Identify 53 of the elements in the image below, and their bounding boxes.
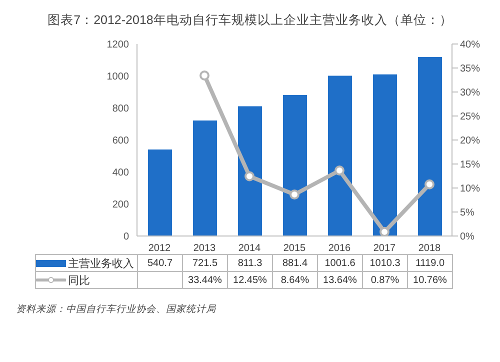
bar <box>193 120 217 236</box>
y2-tick-label: 35% <box>460 64 480 75</box>
data-label: 8.64% <box>272 272 318 288</box>
point <box>290 190 300 200</box>
point <box>244 171 254 182</box>
bar <box>418 56 442 236</box>
legend-label: 主营业务收入 <box>36 254 138 272</box>
bar <box>283 94 307 236</box>
chart-title: 图表7：2012-2018年电动自行车规模以上企业主营业务收入（单位：） <box>46 12 454 29</box>
point <box>200 70 210 80</box>
x-tick-label: 2016 <box>328 243 352 254</box>
y2-tick-label: 15% <box>460 160 480 171</box>
y-tick-label: 0 <box>123 232 130 243</box>
point <box>380 226 390 236</box>
data-label: 1119.0 <box>408 254 452 272</box>
data-label: 811.3 <box>228 254 272 272</box>
x-tick-label: 2015 <box>283 243 306 254</box>
y-tick-label: 600 <box>112 136 130 147</box>
y-tick-label: 1200 <box>106 40 130 51</box>
y2-tick-label: 30% <box>460 88 480 99</box>
legend-label: 同比 <box>36 272 138 288</box>
point <box>334 166 344 176</box>
x-tick-label: 2012 <box>148 243 172 254</box>
y2-tick-label: 25% <box>460 112 480 123</box>
data-label: 540.7 <box>138 254 182 272</box>
y-tick-label: 800 <box>112 104 130 115</box>
data-label: 12.45% <box>228 272 272 288</box>
text: 资料来源：中国自行车行业协会、国家统计局 <box>16 303 217 316</box>
data-label: 721.5 <box>182 254 228 272</box>
y-tick-label: 200 <box>112 200 130 211</box>
y2-tick-label: 40% <box>460 40 480 51</box>
data-label: 1010.3 <box>362 254 408 272</box>
data-label: 0.87% <box>362 272 408 288</box>
bar <box>148 149 172 236</box>
data-label: 881.4 <box>272 254 318 272</box>
x-tick-label: 2018 <box>418 243 442 254</box>
y-tick-label: 1000 <box>106 72 130 83</box>
y2-tick-label: 0% <box>460 232 475 243</box>
y2-tick-label: 5% <box>460 208 475 219</box>
x-tick-label: 2017 <box>373 243 396 254</box>
data-label: 10.76% <box>408 272 452 288</box>
bar <box>238 106 262 236</box>
data-label: 13.64% <box>318 272 362 288</box>
y2-tick-label: 20% <box>460 136 480 147</box>
bar <box>373 74 397 236</box>
data-label: 33.44% <box>182 272 228 288</box>
x-tick-label: 2014 <box>238 243 262 254</box>
y-tick-label: 400 <box>112 168 130 179</box>
y2-tick-label: 10% <box>460 184 480 195</box>
bar <box>328 76 352 236</box>
x-tick-label: 2013 <box>193 243 216 254</box>
data-label: 1001.6 <box>318 254 362 272</box>
point <box>424 179 434 190</box>
